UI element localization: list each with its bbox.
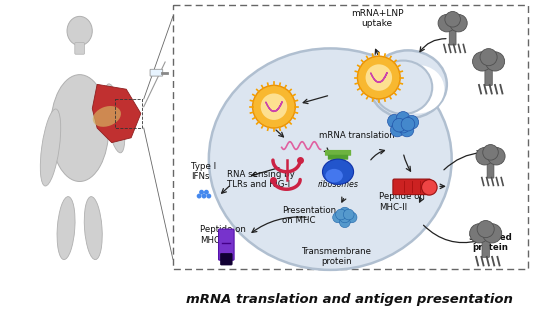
Circle shape: [339, 217, 350, 228]
Circle shape: [470, 224, 489, 243]
Circle shape: [336, 209, 346, 220]
Circle shape: [445, 11, 460, 27]
Circle shape: [343, 209, 354, 220]
FancyBboxPatch shape: [331, 160, 345, 165]
Ellipse shape: [326, 169, 343, 183]
Ellipse shape: [209, 48, 452, 270]
Text: Secreted
protein: Secreted protein: [469, 233, 513, 252]
Circle shape: [488, 148, 505, 165]
FancyBboxPatch shape: [150, 69, 163, 76]
FancyBboxPatch shape: [75, 42, 85, 54]
Circle shape: [333, 212, 343, 223]
Polygon shape: [92, 84, 141, 143]
Ellipse shape: [93, 106, 121, 127]
Circle shape: [392, 118, 406, 132]
FancyBboxPatch shape: [218, 229, 234, 260]
Circle shape: [397, 112, 410, 125]
FancyBboxPatch shape: [482, 239, 490, 257]
Circle shape: [486, 52, 504, 71]
Text: Peptide on
MHC-II: Peptide on MHC-II: [379, 192, 425, 211]
Text: ribosomes: ribosomes: [317, 179, 359, 188]
Circle shape: [483, 144, 498, 160]
Circle shape: [450, 15, 467, 32]
FancyBboxPatch shape: [328, 155, 348, 160]
Circle shape: [472, 52, 492, 71]
Text: Presentation
on MHC: Presentation on MHC: [282, 206, 336, 225]
Circle shape: [480, 49, 497, 66]
Circle shape: [388, 114, 401, 128]
Circle shape: [339, 212, 350, 223]
Circle shape: [199, 190, 204, 195]
Circle shape: [261, 93, 287, 120]
FancyBboxPatch shape: [221, 253, 232, 265]
Circle shape: [397, 119, 410, 133]
Circle shape: [401, 117, 415, 131]
Circle shape: [346, 212, 357, 223]
FancyBboxPatch shape: [485, 67, 492, 86]
Ellipse shape: [322, 159, 354, 184]
Circle shape: [438, 15, 455, 32]
Ellipse shape: [67, 16, 92, 46]
Circle shape: [400, 123, 414, 137]
Ellipse shape: [84, 197, 102, 259]
Text: Peptide on
MHC-I: Peptide on MHC-I: [200, 225, 246, 245]
Text: Type I
IFNs: Type I IFNs: [191, 162, 217, 181]
Ellipse shape: [40, 109, 60, 186]
Circle shape: [476, 148, 493, 165]
Circle shape: [358, 56, 400, 99]
Ellipse shape: [369, 50, 447, 118]
Ellipse shape: [104, 84, 125, 153]
Circle shape: [366, 64, 392, 91]
Ellipse shape: [374, 60, 432, 114]
Bar: [114, 99, 142, 128]
Ellipse shape: [51, 75, 109, 181]
Ellipse shape: [391, 65, 444, 113]
Circle shape: [482, 224, 502, 243]
FancyBboxPatch shape: [487, 162, 494, 178]
Text: mRNA+LNP
uptake: mRNA+LNP uptake: [351, 9, 403, 28]
Circle shape: [206, 194, 211, 198]
FancyBboxPatch shape: [393, 179, 431, 195]
Circle shape: [390, 123, 404, 137]
Circle shape: [204, 190, 209, 195]
FancyBboxPatch shape: [449, 29, 456, 45]
Circle shape: [405, 115, 419, 129]
Circle shape: [477, 220, 494, 238]
Circle shape: [197, 194, 201, 198]
Ellipse shape: [57, 197, 75, 259]
Circle shape: [201, 194, 206, 198]
FancyBboxPatch shape: [325, 150, 351, 156]
Circle shape: [252, 85, 295, 128]
Text: RNA sensing by
TLRs and RIG-I: RNA sensing by TLRs and RIG-I: [227, 170, 295, 189]
Circle shape: [421, 179, 437, 195]
Text: mRNA translation: mRNA translation: [318, 131, 394, 140]
Text: mRNA translation and antigen presentation: mRNA translation and antigen presentatio…: [186, 293, 513, 306]
Text: Transmembrane
protein: Transmembrane protein: [302, 246, 372, 266]
Circle shape: [339, 207, 350, 218]
